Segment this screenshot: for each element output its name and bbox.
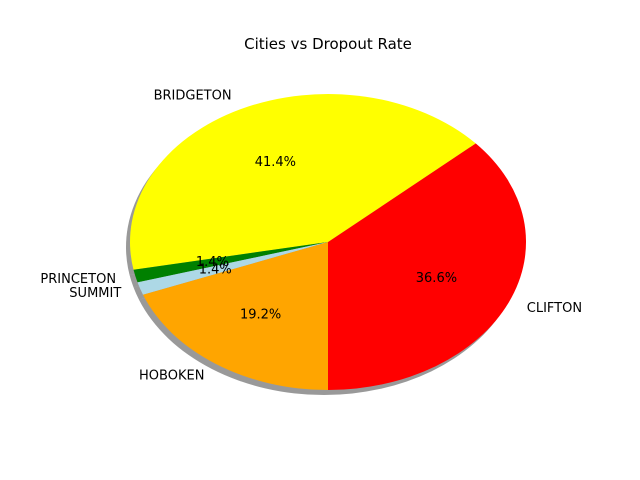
slice-label-princeton: PRINCETON [40, 272, 116, 287]
slice-percent-clifton: 36.6% [416, 271, 457, 286]
slice-label-bridgeton: BRIDGETON [154, 89, 232, 104]
slice-percent-summit: 1.4% [199, 262, 232, 277]
slice-percent-hoboken: 19.2% [240, 308, 281, 323]
pie-slices [130, 94, 527, 390]
pie-slice-bridgeton [130, 94, 476, 270]
pie-slice-hoboken [143, 242, 328, 390]
pie-slice-princeton [133, 242, 328, 283]
pie-labels: CLIFTON 36.6% BRIDGETON 41.4% PRINCETON 1.4% S… [40, 89, 582, 384]
slice-label-clifton: CLIFTON [527, 301, 582, 316]
slice-percent-bridgeton: 41.4% [255, 155, 296, 170]
slice-percent-princeton: 1.4% [196, 255, 229, 270]
pie-slice-summit [137, 242, 328, 295]
chart-title: Cities vs Dropout Rate [244, 35, 412, 53]
slice-label-hoboken: HOBOKEN [139, 369, 204, 384]
slice-label-summit: SUMMIT [69, 286, 121, 301]
pie-slice-clifton [328, 143, 527, 390]
